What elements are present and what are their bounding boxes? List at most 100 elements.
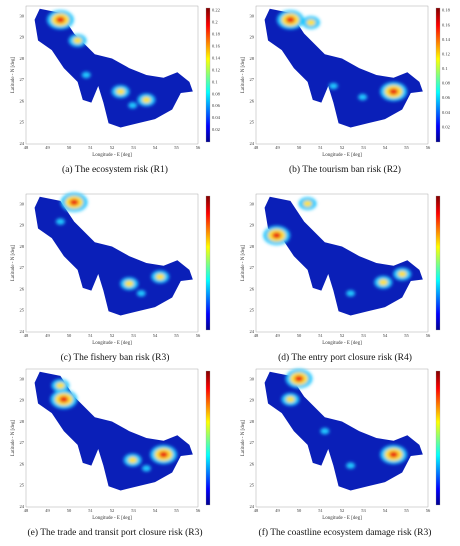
y-tick-label: 26 (20, 98, 25, 103)
hotspot (328, 82, 338, 90)
y-tick-label: 30 (20, 13, 25, 18)
x-tick-label: 52 (110, 508, 115, 513)
x-tick-label: 53 (131, 333, 136, 338)
hotspot (55, 16, 65, 23)
colorbar-tick-label: 0.02 (442, 124, 450, 129)
hotspot (378, 279, 388, 286)
colorbar-tick-label: 0.14 (212, 55, 221, 60)
y-tick-label: 28 (250, 419, 255, 424)
x-axis-label: Longitude - E [deg] (92, 341, 132, 346)
x-tick-label: 48 (254, 508, 259, 513)
colorbar (205, 195, 211, 331)
x-axis-label: Longitude - E [deg] (322, 516, 362, 521)
x-tick-label: 55 (174, 508, 179, 513)
y-tick-label: 28 (20, 419, 25, 424)
caption: (f) The coastline ecosystem damage risk … (259, 527, 432, 538)
y-tick-label: 24 (250, 141, 255, 146)
colorbar (435, 195, 441, 331)
y-tick-label: 26 (250, 98, 255, 103)
y-tick-label: 30 (20, 201, 25, 206)
x-tick-label: 50 (297, 508, 302, 513)
y-tick-label: 28 (20, 244, 25, 249)
hotspot (116, 88, 126, 95)
y-tick-label: 28 (250, 56, 255, 61)
hotspots (263, 197, 412, 297)
hotspot (55, 382, 65, 389)
y-tick-label: 30 (250, 376, 255, 381)
hotspot (285, 16, 295, 23)
x-tick-label: 48 (24, 508, 29, 513)
x-tick-label: 49 (45, 508, 50, 513)
x-tick-label: 53 (361, 333, 366, 338)
x-tick-label: 52 (110, 145, 115, 150)
y-axis-label: Latitude - N [deg] (11, 57, 16, 94)
y-tick-label: 29 (20, 35, 25, 40)
hotspot (272, 232, 282, 239)
hotspot (55, 218, 65, 225)
hotspot (389, 88, 399, 95)
colorbar (435, 370, 441, 506)
hotspots (55, 192, 170, 297)
colorbar-tick-label: 0.14 (442, 37, 451, 42)
y-tick-label: 29 (250, 35, 255, 40)
y-tick-label: 24 (250, 504, 255, 509)
y-tick-label: 26 (20, 461, 25, 466)
x-tick-label: 49 (275, 333, 280, 338)
hotspot (155, 273, 165, 280)
y-tick-label: 25 (250, 483, 255, 488)
y-tick-label: 29 (20, 398, 25, 403)
hotspot (159, 451, 169, 458)
x-tick-label: 54 (153, 508, 158, 513)
x-tick-label: 51 (88, 333, 93, 338)
x-tick-label: 55 (404, 333, 409, 338)
colorbar-tick-label: 0.2 (212, 20, 218, 25)
x-tick-label: 52 (340, 508, 345, 513)
panel: 48 49 50 51 52 53 54 55 56 24 25 26 27 28 29 30 Longitud… (241, 193, 441, 363)
y-axis-label: Latitude - N [deg] (241, 420, 246, 457)
hotspot (294, 375, 304, 382)
y-tick-label: 27 (250, 440, 255, 445)
x-tick-label: 53 (361, 145, 366, 150)
y-tick-label: 28 (20, 56, 25, 61)
y-tick-label: 29 (20, 223, 25, 228)
sea-region (34, 196, 193, 316)
y-axis-label: Latitude - N [deg] (241, 57, 246, 94)
hotspots (276, 10, 408, 102)
x-tick-label: 51 (318, 508, 323, 513)
x-tick-label: 55 (404, 508, 409, 513)
y-tick-label: 29 (250, 398, 255, 403)
y-tick-label: 30 (250, 13, 255, 18)
x-tick-label: 51 (88, 508, 93, 513)
y-tick-label: 24 (20, 141, 25, 146)
hotspot (59, 396, 69, 403)
y-tick-label: 26 (250, 461, 255, 466)
panel: 48 49 50 51 52 53 54 55 56 24 25 26 27 28 29 30 Longitud… (11, 192, 211, 363)
colorbar-tick-label: 0.18 (212, 32, 221, 37)
colorbar (205, 7, 211, 143)
x-tick-label: 49 (275, 145, 280, 150)
x-tick-label: 51 (88, 145, 93, 150)
y-axis-label: Latitude - N [deg] (241, 245, 246, 282)
x-tick-label: 53 (361, 508, 366, 513)
y-tick-label: 25 (250, 120, 255, 125)
x-tick-label: 50 (297, 333, 302, 338)
colorbar-tick-label: 0.16 (212, 43, 221, 48)
x-tick-label: 54 (153, 145, 158, 150)
y-tick-label: 24 (20, 504, 25, 509)
hotspot (141, 465, 151, 472)
caption: (b) The tourism ban risk (R2) (289, 164, 401, 175)
hotspots (50, 379, 178, 472)
colorbar-tick-label: 0.04 (212, 115, 221, 120)
y-tick-label: 27 (20, 440, 25, 445)
y-tick-label: 27 (250, 265, 255, 270)
hotspot (389, 451, 399, 458)
caption: (d) The entry port closure risk (R4) (278, 352, 412, 363)
x-tick-label: 48 (254, 145, 259, 150)
hotspot (128, 102, 138, 109)
sea-region (264, 371, 423, 491)
hotspot (124, 280, 134, 287)
colorbar-tick-label: 0.08 (212, 91, 221, 96)
x-tick-label: 56 (196, 145, 201, 150)
y-tick-label: 25 (20, 308, 25, 313)
x-tick-label: 56 (426, 508, 431, 513)
